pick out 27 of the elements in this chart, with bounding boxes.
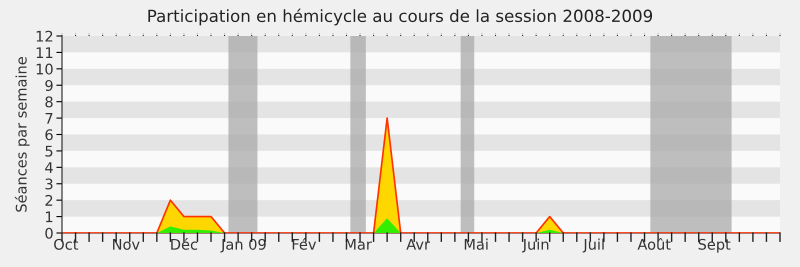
y-tick-label: 1 — [46, 211, 52, 222]
y-tick-label: 6 — [45, 129, 53, 140]
x-tick-label: Mar — [346, 239, 372, 250]
y-tick-label: 2 — [45, 194, 52, 206]
chart-title: Participation en hémicycle au cours de la session 2008-2009 — [148, 8, 652, 26]
x-tick-label: Juil — [582, 238, 604, 253]
y-tick-label: 5 — [46, 146, 52, 157]
y-tick-label: 9 — [45, 80, 53, 91]
y-tick-label: 3 — [46, 178, 52, 190]
y-tick-label: 4 — [45, 162, 53, 173]
y-tick-label: 12 — [36, 30, 52, 42]
y-tick-label: 10 — [36, 64, 53, 75]
x-tick-label: Avr — [406, 239, 430, 250]
x-tick-label: Déc — [171, 238, 198, 250]
x-tick-label: Août — [638, 238, 671, 250]
x-tick-label: Nov — [113, 239, 140, 250]
y-tick-label: 0 — [45, 228, 53, 239]
x-tick-label: Mai — [464, 238, 488, 250]
y-tick-label: 11 — [36, 47, 52, 58]
x-tick-label: Fév — [292, 238, 316, 250]
x-tick-label: Jan 09 — [220, 238, 266, 253]
y-axis-title: Séances par semaine — [14, 57, 30, 212]
x-tick-label: Oct — [54, 238, 78, 250]
x-tick-label: Sept — [698, 238, 730, 253]
x-tick-label: Juin — [522, 238, 548, 253]
y-tick-label: 8 — [45, 96, 53, 108]
y-tick-label: 7 — [46, 112, 52, 124]
